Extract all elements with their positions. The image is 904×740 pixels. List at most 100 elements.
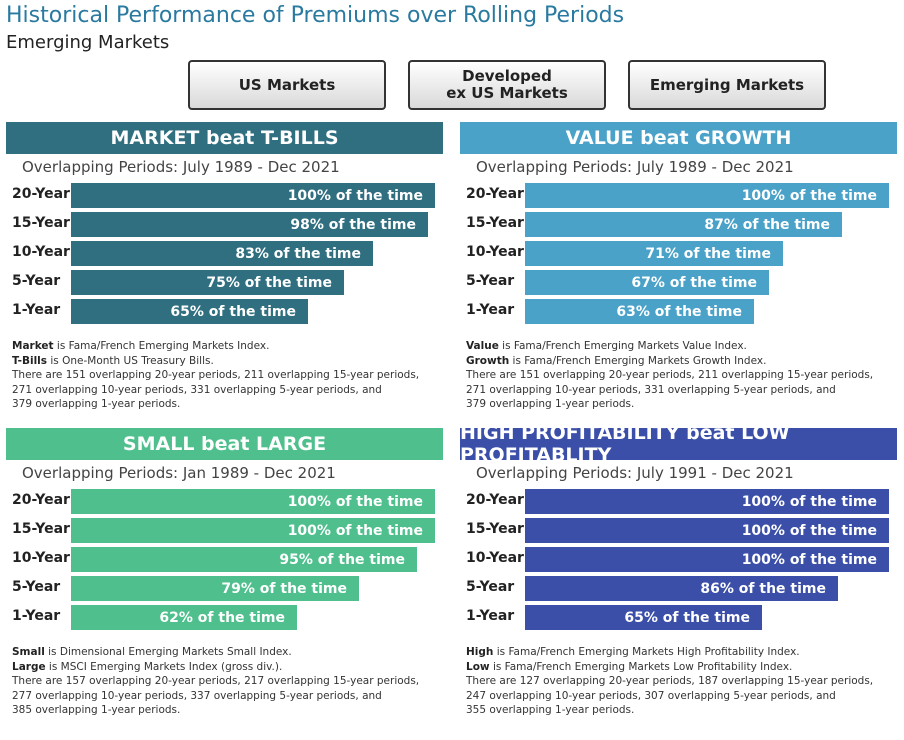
bar-row: 1-Year 63% of the time [460,299,897,324]
category-label: 15-Year [466,521,524,537]
footnote-text: 271 overlapping 10-year periods, 331 ove… [12,383,382,396]
data-label: 75% of the time [206,274,332,291]
bar: 67% of the time [525,270,769,295]
footnote-line: Value is Fama/French Emerging Markets Va… [466,339,897,354]
chart-title: HIGH PROFITABILITY beat LOW PROFITABLITY [460,422,897,466]
data-label: 65% of the time [624,609,750,626]
data-label: 98% of the time [290,216,416,233]
bar-group: 20-Year 100% of the time 15-Year 100% of th… [6,489,443,635]
bar-row: 15-Year 98% of the time [6,212,443,237]
footnote-text: is MSCI Emerging Markets Index (gross di… [45,660,283,673]
bar: 62% of the time [71,605,297,630]
footnote-term: T-Bills [12,354,48,367]
footnote-line: High is Fama/French Emerging Markets Hig… [466,645,897,660]
category-label: 15-Year [466,215,524,231]
category-label: 5-Year [466,273,515,289]
tab-emerging-markets[interactable]: Emerging Markets [628,60,826,110]
footnote-line: T-Bills is One-Month US Treasury Bills. [12,354,443,369]
footnote-line: 271 overlapping 10-year periods, 331 ove… [466,383,897,398]
bar-row: 10-Year 100% of the time [460,547,897,572]
category-label: 20-Year [466,186,524,202]
footnote-line: 277 overlapping 10-year periods, 337 ove… [12,689,443,704]
footnote-text: There are 157 overlapping 20-year period… [12,675,420,687]
bar: 79% of the time [71,576,359,601]
bar-row: 5-Year 67% of the time [460,270,897,295]
chart-title: VALUE beat GROWTH [460,122,897,154]
data-label: 100% of the time [287,522,423,539]
bar-group: 20-Year 100% of the time 15-Year 87% of the… [460,183,897,329]
footnote-term: High [466,646,494,658]
footnote-term: Growth [466,354,510,367]
category-label: 10-Year [466,244,524,260]
bar-row: 20-Year 100% of the time [460,489,897,514]
data-label: 86% of the time [700,580,826,597]
bar-row: 20-Year 100% of the time [460,183,897,208]
footnotes: Market is Fama/French Emerging Markets I… [12,339,443,412]
footnote-term: Value [466,340,499,352]
footnote-text: is Dimensional Emerging Markets Small In… [44,646,292,658]
bar: 100% of the time [525,183,889,208]
footnote-line: Large is MSCI Emerging Markets Index (gr… [12,660,443,675]
data-label: 67% of the time [631,274,757,291]
category-label: 1-Year [12,302,61,318]
chart-panel-value-beat-growth: VALUE beat GROWTH Overlapping Periods: Ju… [460,122,897,412]
bar-row: 1-Year 65% of the time [6,299,443,324]
data-label: 62% of the time [159,609,285,626]
chart-panel-high-beat-low-profitability: HIGH PROFITABILITY beat LOW PROFITABLITY… [460,422,897,718]
footnote-line: Small is Dimensional Emerging Markets Sm… [12,645,443,660]
footnote-line: 355 overlapping 1-year periods. [466,703,897,718]
bar-row: 15-Year 100% of the time [460,518,897,543]
bar-row: 15-Year 100% of the time [6,518,443,543]
footnote-text: 247 overlapping 10-year periods, 307 ove… [466,689,836,702]
category-label: 15-Year [12,215,70,231]
bar-row: 1-Year 65% of the time [460,605,897,630]
bar: 100% of the time [71,518,435,543]
footnotes: High is Fama/French Emerging Markets Hig… [466,645,897,718]
bar-row: 1-Year 62% of the time [6,605,443,630]
footnote-line: There are 157 overlapping 20-year period… [12,674,443,689]
bar: 87% of the time [525,212,842,237]
footnote-text: 277 overlapping 10-year periods, 337 ove… [12,689,382,702]
bar: 100% of the time [71,183,435,208]
bar-row: 15-Year 87% of the time [460,212,897,237]
chart-title: MARKET beat T-BILLS [6,122,443,154]
category-label: 5-Year [12,273,61,289]
footnote-text: is Fama/French Emerging Markets Index. [53,340,270,352]
tab-us-markets[interactable]: US Markets [188,60,386,110]
category-label: 1-Year [466,608,515,624]
bar-row: 10-Year 83% of the time [6,241,443,266]
category-label: 10-Year [12,550,70,566]
category-label: 1-Year [466,302,515,318]
bar: 98% of the time [71,212,428,237]
page-subtitle: Emerging Markets [6,32,170,53]
footnote-text: is Fama/French Emerging Markets High Pro… [493,646,800,658]
footnote-line: Market is Fama/French Emerging Markets I… [12,339,443,354]
footnote-line: 379 overlapping 1-year periods. [12,397,443,412]
bar-group: 20-Year 100% of the time 15-Year 98% of the… [6,183,443,329]
bar: 71% of the time [525,241,783,266]
footnote-text: is Fama/French Emerging Markets Low Prof… [489,660,793,673]
footnote-term: Low [466,660,490,673]
data-label: 100% of the time [287,493,423,510]
footnote-line: There are 151 overlapping 20-year period… [466,368,897,383]
tab-label: US Markets [238,75,336,94]
category-label: 20-Year [12,492,70,508]
bar: 65% of the time [525,605,762,630]
category-label: 20-Year [12,186,70,202]
data-label: 100% of the time [287,187,423,204]
footnote-line: Low is Fama/French Emerging Markets Low … [466,660,897,675]
data-label: 100% of the time [741,522,877,539]
data-label: 65% of the time [170,303,296,320]
category-label: 1-Year [12,608,61,624]
bar: 63% of the time [525,299,754,324]
bar-row: 5-Year 75% of the time [6,270,443,295]
data-label: 71% of the time [645,245,771,262]
bar-row: 10-Year 95% of the time [6,547,443,572]
footnote-line: Growth is Fama/French Emerging Markets G… [466,354,897,369]
category-label: 10-Year [466,550,524,566]
footnote-text: 385 overlapping 1-year periods. [12,704,181,716]
bar: 83% of the time [71,241,373,266]
page-title: Historical Performance of Premiums over … [6,3,625,28]
data-label: 100% of the time [741,551,877,568]
tab-developed-ex-us-markets[interactable]: Developed ex US Markets [408,60,606,110]
